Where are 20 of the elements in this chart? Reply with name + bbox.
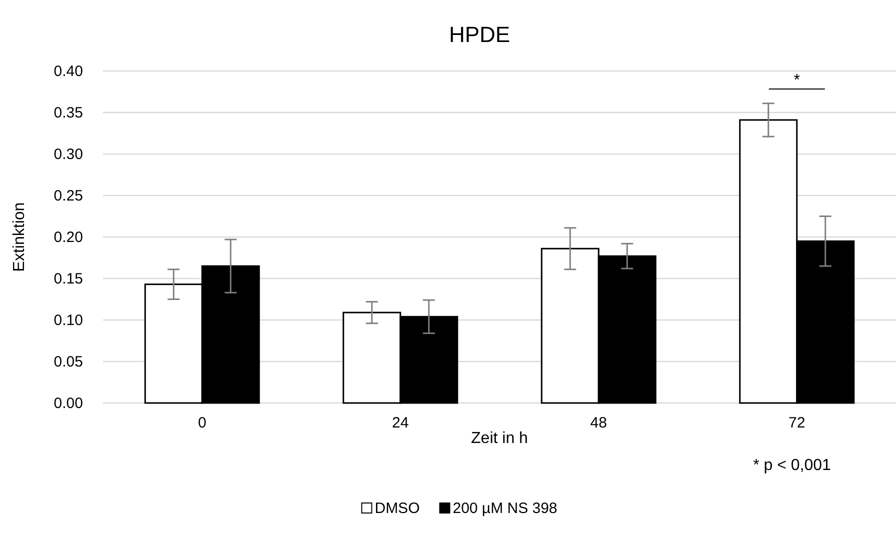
y-tick-label: 0.25 bbox=[54, 187, 83, 204]
y-tick-label: 0.05 bbox=[54, 353, 83, 370]
x-tick-label: 24 bbox=[392, 414, 409, 432]
legend-label: DMSO bbox=[374, 500, 420, 517]
x-tick-label: 0 bbox=[198, 414, 206, 432]
x-axis-title: Zeit in h bbox=[471, 430, 528, 447]
y-tick-label: 0.00 bbox=[54, 394, 83, 412]
y-tick-label: 0.40 bbox=[54, 62, 83, 80]
y-tick-label: 0.15 bbox=[54, 270, 83, 288]
y-axis-title: Extinktion bbox=[11, 202, 28, 272]
chart-title: HPDE bbox=[448, 22, 510, 47]
legend-label: 200 µM NS 398 bbox=[452, 500, 558, 517]
text: * p < 0,001 bbox=[753, 457, 832, 474]
annotation: * bbox=[794, 72, 800, 89]
y-tick-label: 0.20 bbox=[54, 228, 83, 246]
y-tick-label: 0.10 bbox=[54, 312, 83, 329]
x-tick-label: 72 bbox=[788, 414, 806, 432]
x-tick-label: 48 bbox=[590, 414, 607, 432]
y-tick-label: 0.30 bbox=[54, 146, 83, 163]
y-tick-label: 0.35 bbox=[54, 104, 83, 122]
